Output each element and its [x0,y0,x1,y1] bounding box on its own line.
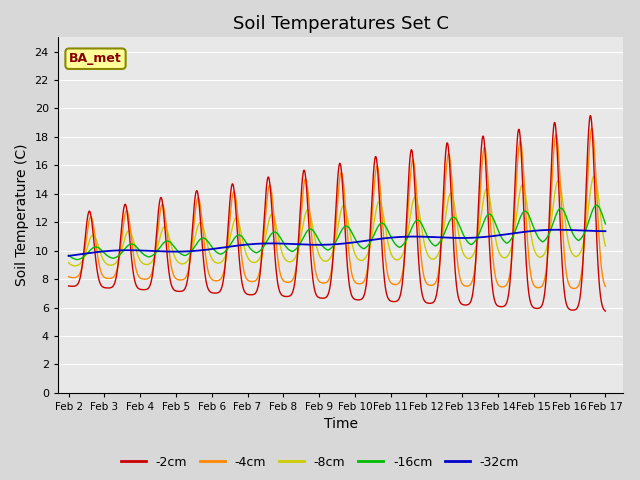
-4cm [65,274,72,279]
-8cm [538,253,546,259]
-2cm [184,274,192,280]
-8cm [184,257,192,263]
-4cm [420,275,428,280]
-32cm [171,249,179,254]
-32cm [602,228,609,234]
Line: -2cm: -2cm [68,116,605,311]
X-axis label: Time: Time [324,418,358,432]
-16cm [184,251,192,257]
-32cm [65,253,72,259]
-16cm [491,218,499,224]
-2cm [171,288,179,293]
Line: -16cm: -16cm [68,205,605,260]
-16cm [602,221,609,227]
-4cm [570,286,578,291]
Title: Soil Temperatures Set C: Soil Temperatures Set C [232,15,449,33]
-8cm [172,255,179,261]
-32cm [490,233,498,239]
-8cm [420,241,428,247]
-4cm [244,277,252,283]
-32cm [554,227,561,233]
Y-axis label: Soil Temperature (C): Soil Temperature (C) [15,144,29,287]
-4cm [184,269,192,275]
-16cm [65,252,72,258]
-4cm [602,284,609,289]
-16cm [172,245,179,251]
-4cm [588,125,596,131]
-16cm [244,243,252,249]
-16cm [538,239,546,244]
-2cm [490,296,498,302]
-2cm [602,308,609,314]
Line: -32cm: -32cm [68,230,605,256]
-2cm [65,283,72,289]
-32cm [244,241,252,247]
-2cm [244,291,252,297]
-2cm [420,298,428,303]
-16cm [420,227,428,233]
-4cm [171,275,179,280]
-16cm [74,257,81,263]
-8cm [590,173,598,179]
-32cm [420,234,428,240]
-32cm [184,249,192,254]
-2cm [538,303,545,309]
-8cm [491,230,499,236]
Legend: -2cm, -4cm, -8cm, -16cm, -32cm: -2cm, -4cm, -8cm, -16cm, -32cm [116,451,524,474]
-32cm [538,228,545,233]
Line: -4cm: -4cm [68,128,605,288]
-8cm [602,243,609,249]
-8cm [244,256,252,262]
Text: BA_met: BA_met [69,52,122,65]
-8cm [65,260,72,265]
-16cm [593,202,600,208]
Line: -8cm: -8cm [68,176,605,266]
-4cm [538,284,545,289]
-8cm [71,263,79,269]
-2cm [587,113,595,119]
-4cm [490,267,498,273]
